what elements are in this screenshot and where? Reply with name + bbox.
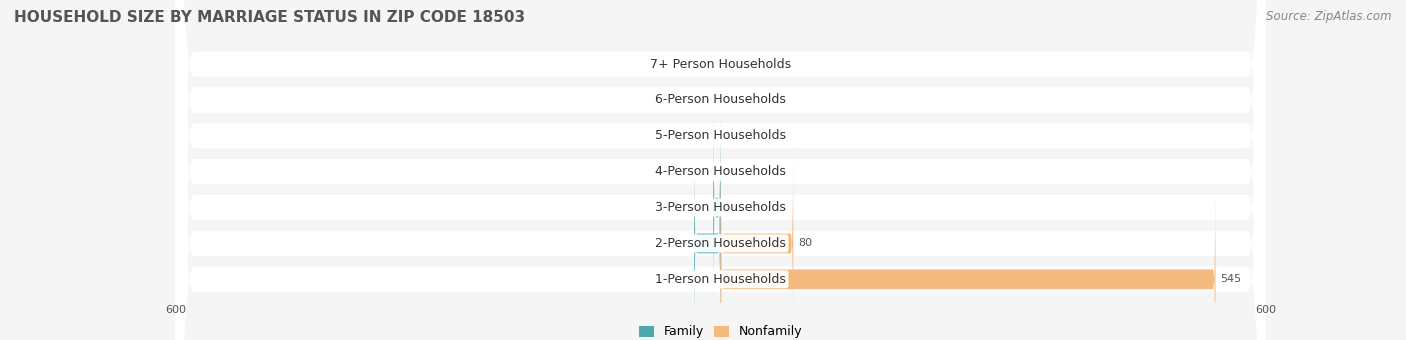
Text: 8: 8 xyxy=(709,203,716,212)
Text: 0: 0 xyxy=(709,59,716,69)
Text: 0: 0 xyxy=(709,274,716,284)
Text: 0: 0 xyxy=(725,131,733,141)
Text: 0: 0 xyxy=(709,95,716,105)
Text: 5-Person Households: 5-Person Households xyxy=(655,129,786,142)
FancyBboxPatch shape xyxy=(176,0,1265,340)
FancyBboxPatch shape xyxy=(176,0,1265,340)
Text: 0: 0 xyxy=(709,167,716,177)
Text: 29: 29 xyxy=(702,238,716,249)
FancyBboxPatch shape xyxy=(176,0,1265,340)
Text: 80: 80 xyxy=(797,238,811,249)
Text: 0: 0 xyxy=(725,95,733,105)
FancyBboxPatch shape xyxy=(721,182,1215,340)
Text: 0: 0 xyxy=(709,131,716,141)
FancyBboxPatch shape xyxy=(721,146,793,340)
Text: 0: 0 xyxy=(725,59,733,69)
Text: 0: 0 xyxy=(725,167,733,177)
FancyBboxPatch shape xyxy=(713,110,721,305)
Legend: Family, Nonfamily: Family, Nonfamily xyxy=(634,321,807,340)
FancyBboxPatch shape xyxy=(695,146,721,340)
FancyBboxPatch shape xyxy=(176,0,1265,340)
Text: 0: 0 xyxy=(725,203,733,212)
FancyBboxPatch shape xyxy=(176,0,1265,340)
Text: 7+ Person Households: 7+ Person Households xyxy=(650,57,792,71)
FancyBboxPatch shape xyxy=(176,0,1265,340)
Text: HOUSEHOLD SIZE BY MARRIAGE STATUS IN ZIP CODE 18503: HOUSEHOLD SIZE BY MARRIAGE STATUS IN ZIP… xyxy=(14,10,526,25)
Text: 4-Person Households: 4-Person Households xyxy=(655,165,786,178)
Text: 1-Person Households: 1-Person Households xyxy=(655,273,786,286)
Text: 545: 545 xyxy=(1220,274,1241,284)
Text: 2-Person Households: 2-Person Households xyxy=(655,237,786,250)
FancyBboxPatch shape xyxy=(176,0,1265,340)
Text: 6-Person Households: 6-Person Households xyxy=(655,94,786,106)
Text: 3-Person Households: 3-Person Households xyxy=(655,201,786,214)
Text: Source: ZipAtlas.com: Source: ZipAtlas.com xyxy=(1267,10,1392,23)
